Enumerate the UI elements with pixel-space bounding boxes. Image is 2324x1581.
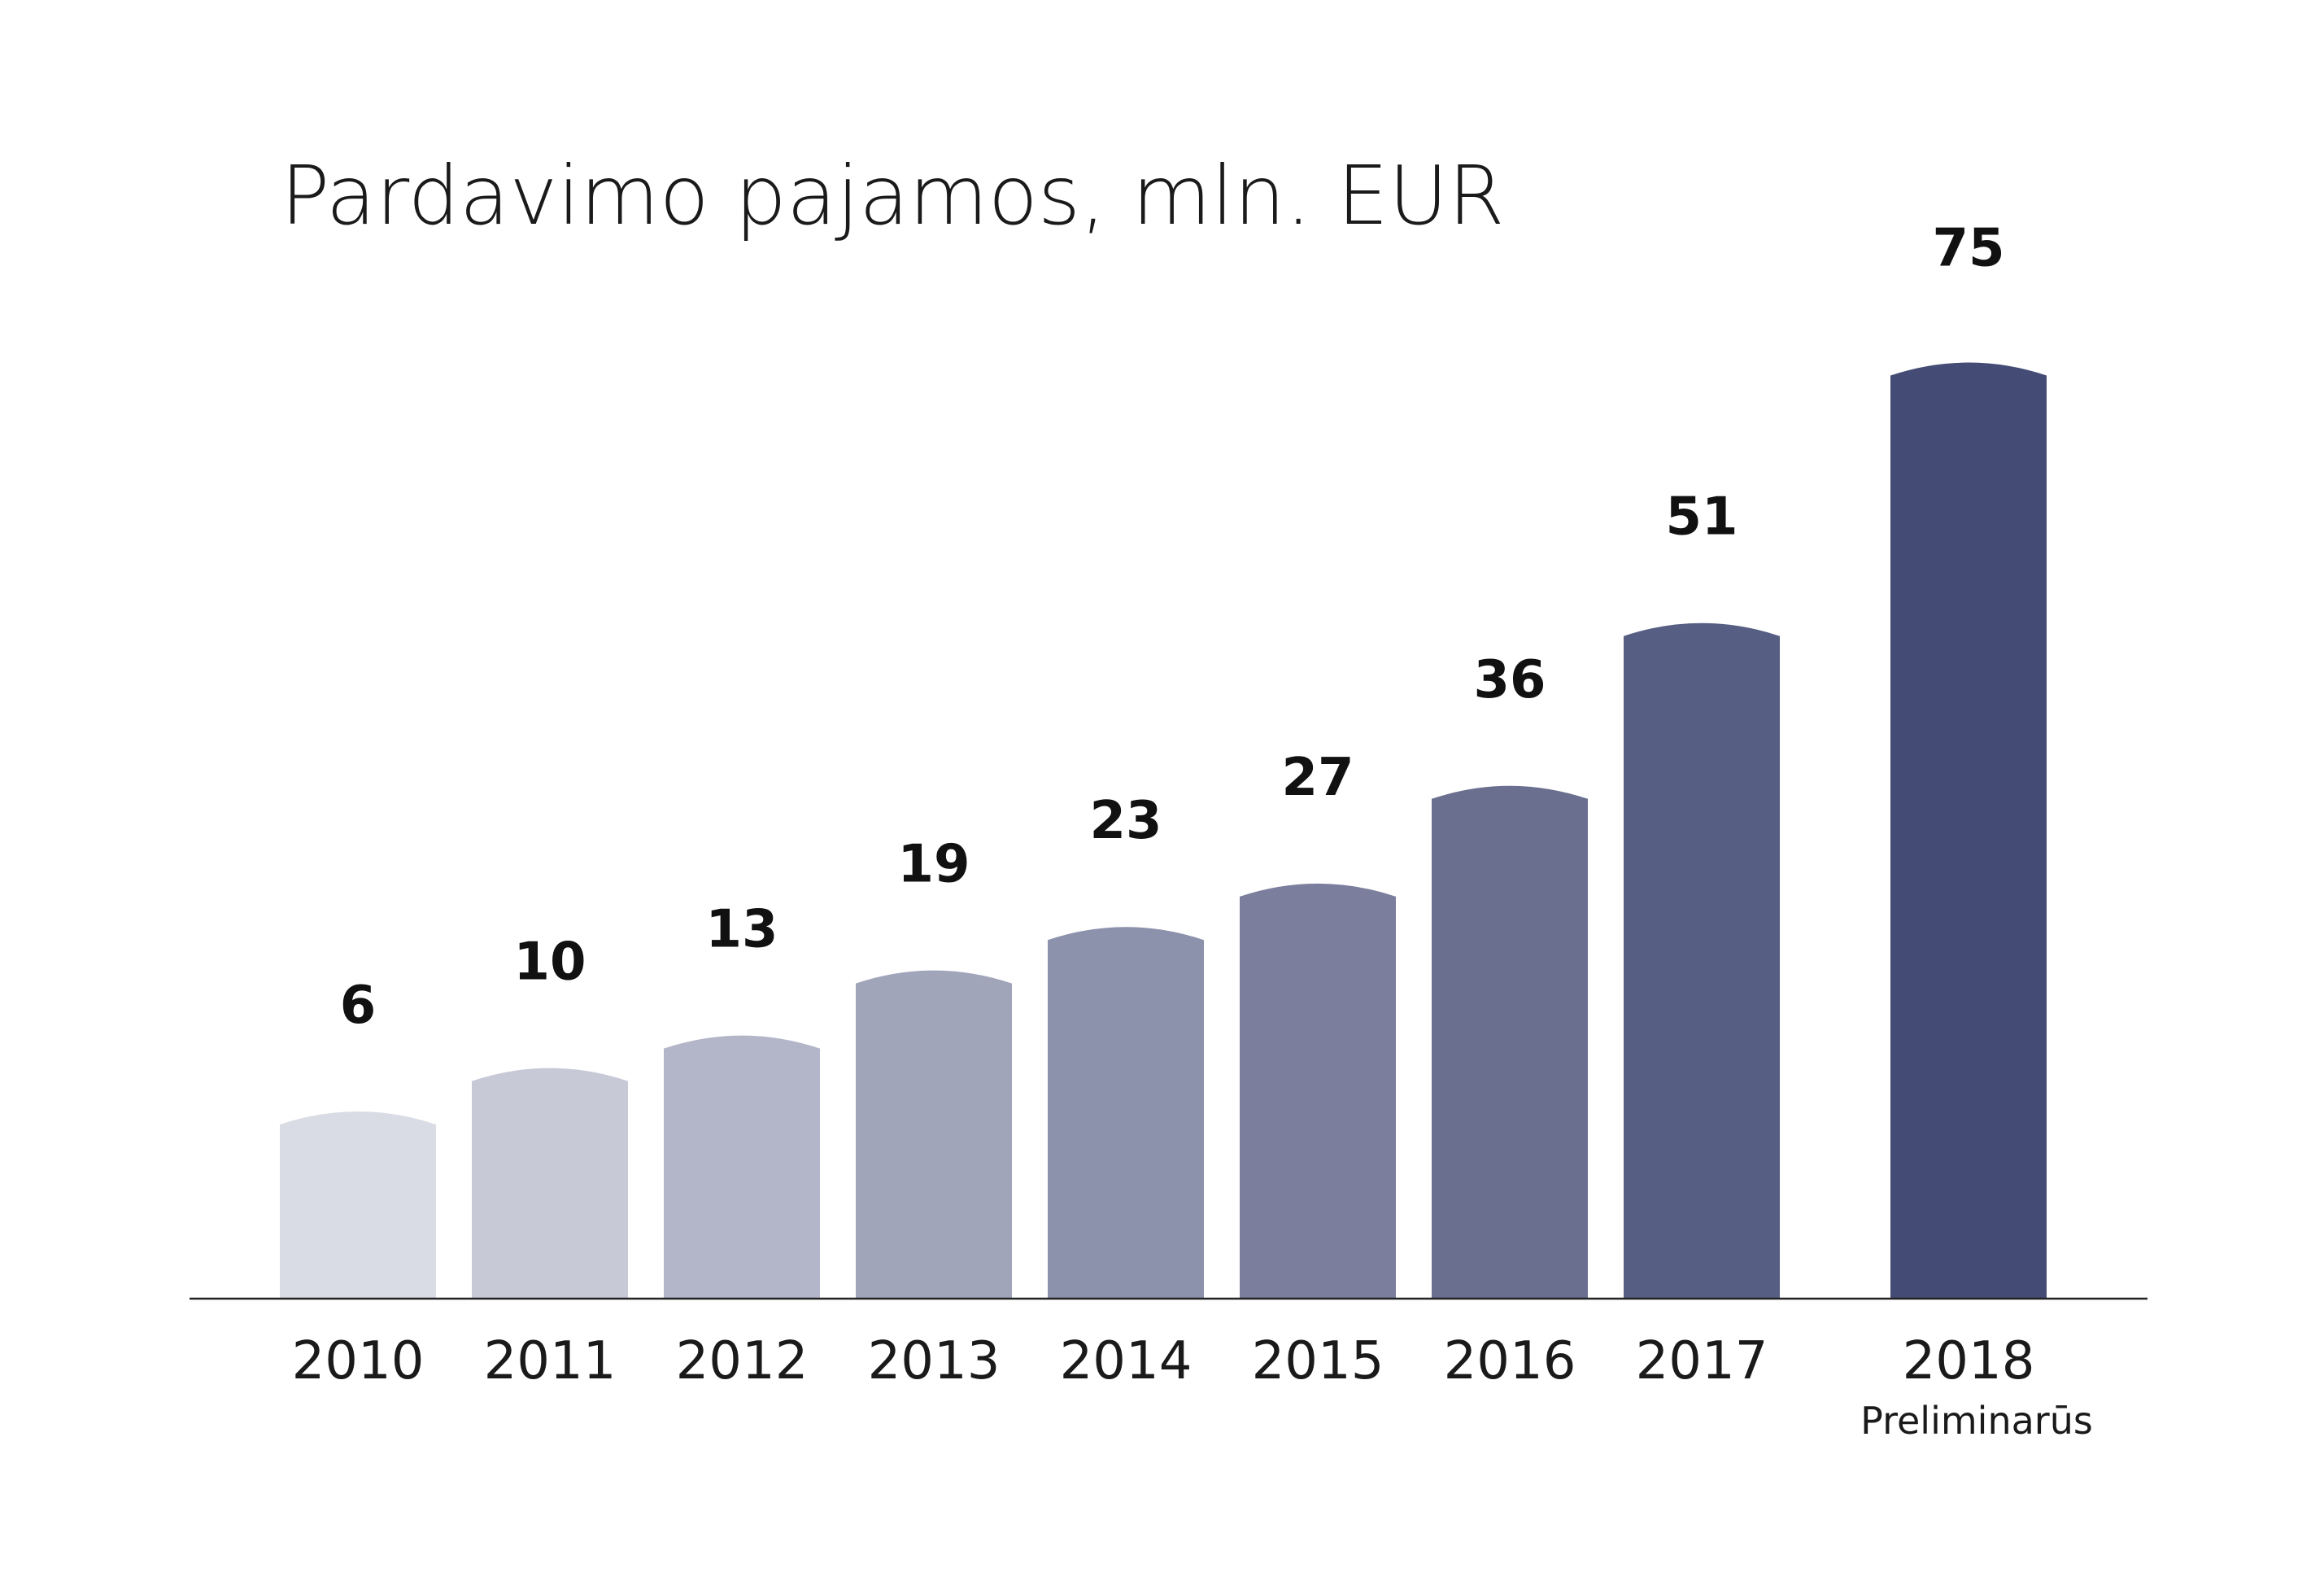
bar-2015 — [1240, 883, 1396, 1299]
x-tick-label-2015: 2015 — [1252, 1331, 1384, 1391]
bar-2014 — [1048, 927, 1204, 1299]
value-label-2013: 19 — [897, 835, 970, 895]
bars-group — [280, 362, 2047, 1299]
bar-2011 — [472, 1068, 628, 1299]
bar-2010 — [280, 1112, 436, 1299]
bar-2018 — [1890, 362, 2047, 1299]
x-tick-label-2010: 2010 — [292, 1331, 425, 1391]
value-labels-group: 6 10 13 19 23 27 36 51 75 — [340, 219, 2005, 1036]
x-tick-label-2017: 2017 — [1636, 1331, 1768, 1391]
bar-2013 — [856, 970, 1012, 1299]
x-tick-label-2014: 2014 — [1060, 1331, 1193, 1391]
x-tick-labels-group: 2010 2011 2012 2013 2014 2015 2016 2017 2018 Prel… — [292, 1331, 2093, 1443]
x-tick-label-2018: 2018 — [1903, 1331, 2035, 1391]
x-tick-label-2011: 2011 — [484, 1331, 617, 1391]
value-label-2016: 36 — [1473, 650, 1546, 710]
value-label-2012: 13 — [705, 900, 778, 960]
value-label-2010: 6 — [340, 976, 377, 1036]
x-tick-label-2012: 2012 — [676, 1331, 809, 1391]
value-label-2017: 51 — [1665, 487, 1738, 548]
value-label-2011: 10 — [513, 932, 586, 993]
value-label-2014: 23 — [1089, 791, 1162, 851]
chart-title: Pardavimo pajamos, mln. EUR — [281, 148, 1505, 243]
value-label-2015: 27 — [1281, 748, 1354, 808]
x-tick-label-2016: 2016 — [1444, 1331, 1576, 1391]
x-tick-label-2013: 2013 — [868, 1331, 1001, 1391]
bar-2012 — [664, 1035, 820, 1299]
x-tick-note-2018: Preliminarūs — [1860, 1399, 2093, 1443]
value-label-2018: 75 — [1932, 219, 2004, 279]
bar-2016 — [1432, 785, 1588, 1299]
bar-2017 — [1624, 622, 1780, 1299]
